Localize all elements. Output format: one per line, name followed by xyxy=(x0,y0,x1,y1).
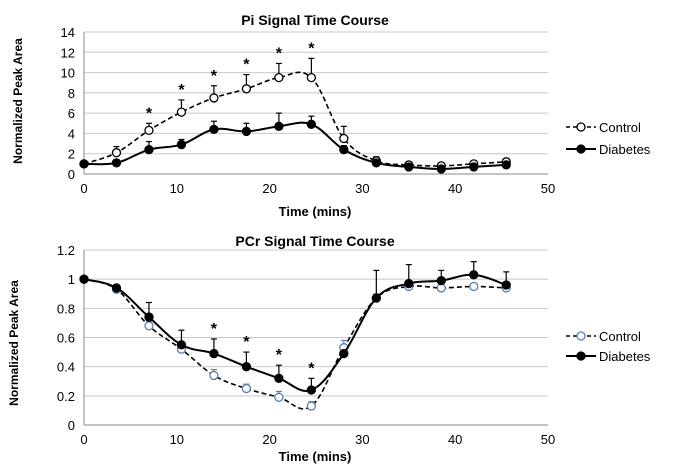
data-point xyxy=(144,125,154,136)
data-point xyxy=(339,145,349,155)
y-tick-label: 0 xyxy=(68,418,75,433)
data-point xyxy=(469,281,479,292)
legend-marker xyxy=(576,351,586,361)
data-point xyxy=(339,133,349,144)
data-point xyxy=(241,362,252,372)
pi-signal-chart: Pi Signal Time Course Time (mins) Normal… xyxy=(11,12,651,219)
legend-label: Control xyxy=(599,120,641,135)
y-tick-label: 8 xyxy=(68,86,75,101)
data-point xyxy=(339,348,349,359)
data-point xyxy=(306,119,317,129)
data-point xyxy=(241,84,252,94)
significance-asterisk: * xyxy=(211,321,218,338)
data-point xyxy=(306,72,317,83)
data-point xyxy=(274,72,284,83)
pcr-signal-chart: PCr Signal Time Course Time (mins) Norma… xyxy=(7,233,651,464)
data-point xyxy=(176,107,187,117)
y-tick-label: 1 xyxy=(68,272,75,287)
x-tick-label: 10 xyxy=(170,181,184,196)
x-tick-label: 40 xyxy=(448,181,462,196)
legend-label: Control xyxy=(599,329,641,344)
y-tick-label: 4 xyxy=(68,126,75,141)
data-point xyxy=(404,162,414,172)
data-point xyxy=(501,160,511,170)
x-tick-label: 40 xyxy=(448,432,462,447)
significance-asterisk: * xyxy=(146,105,153,122)
x-tick-label: 10 xyxy=(170,432,184,447)
data-point xyxy=(306,401,317,411)
y-tick-label: 12 xyxy=(61,45,75,60)
significance-asterisk: * xyxy=(308,40,315,57)
significance-asterisk: * xyxy=(211,68,218,85)
data-point xyxy=(111,283,122,293)
legend-label: Diabetes xyxy=(599,349,651,364)
y-tick-label: 0.4 xyxy=(57,360,75,375)
series-line-control xyxy=(83,278,507,410)
x-tick-label: 50 xyxy=(541,432,555,447)
x-tick-label: 0 xyxy=(80,432,87,447)
y-axis-label: Normalized Peak Area xyxy=(7,280,21,406)
data-point xyxy=(371,293,381,303)
legend-marker xyxy=(576,122,586,132)
significance-asterisk: * xyxy=(276,347,283,364)
x-tick-label: 20 xyxy=(262,181,276,196)
data-point xyxy=(241,126,252,137)
data-point xyxy=(404,278,414,289)
data-point xyxy=(274,373,284,383)
significance-asterisk: * xyxy=(243,334,250,351)
data-point xyxy=(111,158,122,168)
x-axis-label: Time (mins) xyxy=(279,204,352,219)
x-tick-label: 30 xyxy=(355,181,369,196)
data-point xyxy=(209,93,219,103)
data-point xyxy=(79,159,89,169)
significance-asterisk: * xyxy=(308,360,315,377)
y-tick-label: 1.2 xyxy=(57,243,75,258)
y-tick-label: 0.6 xyxy=(57,331,75,346)
data-point xyxy=(209,348,219,359)
y-tick-label: 0.2 xyxy=(57,389,75,404)
x-tick-label: 50 xyxy=(541,181,555,196)
data-point xyxy=(241,383,252,394)
x-axis-label: Time (mins) xyxy=(279,449,352,464)
data-point xyxy=(274,392,284,402)
chart-title: Pi Signal Time Course xyxy=(241,12,389,28)
y-tick-label: 10 xyxy=(61,66,75,81)
significance-asterisk: * xyxy=(276,45,283,62)
data-point xyxy=(436,164,446,174)
significance-asterisk: * xyxy=(178,82,185,99)
chart-title: PCr Signal Time Course xyxy=(235,233,394,249)
data-point xyxy=(176,139,187,150)
data-point xyxy=(306,385,317,395)
legend-marker xyxy=(576,144,586,154)
y-tick-label: 0 xyxy=(68,167,75,182)
data-point xyxy=(469,162,479,172)
data-point xyxy=(209,370,219,381)
data-point xyxy=(274,121,284,131)
legend-marker xyxy=(576,331,586,341)
x-tick-label: 20 xyxy=(262,432,276,447)
x-tick-label: 30 xyxy=(355,432,369,447)
y-tick-label: 2 xyxy=(68,147,75,162)
data-point xyxy=(501,280,511,290)
data-point xyxy=(209,124,219,135)
data-point xyxy=(144,312,154,322)
data-point xyxy=(79,274,89,284)
data-point xyxy=(469,270,479,280)
y-tick-label: 0.8 xyxy=(57,301,75,316)
data-point xyxy=(111,148,122,158)
significance-asterisk: * xyxy=(243,57,250,74)
data-point xyxy=(144,321,154,331)
y-tick-label: 6 xyxy=(68,106,75,121)
y-tick-label: 14 xyxy=(61,25,75,40)
legend-label: Diabetes xyxy=(599,142,651,157)
data-point xyxy=(144,145,154,155)
y-axis-label: Normalized Peak Area xyxy=(11,38,25,164)
data-point xyxy=(176,340,187,350)
data-point xyxy=(436,275,446,286)
x-tick-label: 0 xyxy=(80,181,87,196)
data-point xyxy=(371,158,381,168)
